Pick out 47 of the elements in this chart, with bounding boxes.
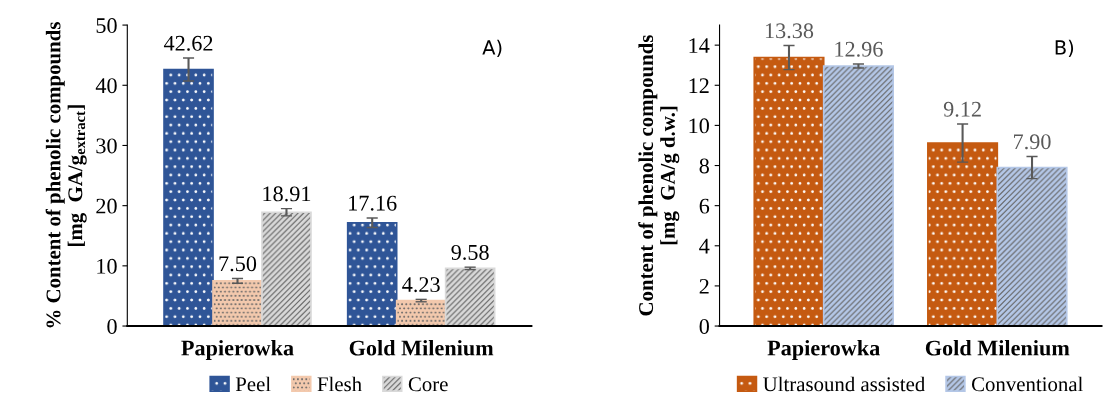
legend-label: Core (408, 377, 448, 392)
y-tick-label: 50 (96, 18, 117, 34)
y-tick-label: 12 (689, 78, 709, 93)
legend-label: Peel (235, 376, 271, 392)
x-tick-label: Papierowka (181, 339, 294, 361)
y-tick-label: 20 (96, 198, 117, 214)
bar (163, 68, 214, 327)
bar (927, 142, 999, 327)
y-tick-label: 14 (689, 38, 710, 53)
y-tick-label: 30 (96, 138, 117, 154)
y-tick-label: 4 (699, 238, 710, 254)
data-label: 12.96 (835, 41, 883, 57)
y-tick-label: 0 (107, 318, 117, 334)
bar (444, 267, 496, 327)
data-label: 7.50 (219, 256, 257, 272)
y-tick-label: 0 (699, 318, 709, 334)
y-tick-label: 8 (699, 158, 709, 174)
x-tick-label: Gold Milenium (349, 339, 494, 356)
bar (822, 65, 894, 327)
y-axis-title: % Content of phenolic compounds [mg GA/g$_{extract}$] (45, 22, 87, 328)
y-tick-label: 6 (699, 198, 710, 214)
x-tick-label: Papierowka (767, 339, 880, 361)
bar (753, 56, 825, 327)
y-axis-title: Content of phenolic compounds [mg GA/g d.w.] (638, 35, 680, 316)
bar (261, 211, 312, 327)
bar (212, 280, 263, 327)
data-label: 4.23 (402, 277, 440, 293)
data-label: 13.38 (765, 23, 814, 39)
annotation: A) (482, 39, 502, 58)
bar (395, 299, 447, 327)
legend-label: Conventional (971, 376, 1083, 392)
y-tick-label: 10 (97, 258, 117, 274)
data-label: 7.90 (1014, 134, 1051, 150)
x-tick-label: Gold Milenium (925, 339, 1070, 356)
y-tick-label: 40 (95, 78, 117, 94)
legend-label: Ultrasound assisted (763, 376, 925, 392)
y-tick-label: 10 (689, 118, 709, 134)
data-label: 42.62 (163, 35, 213, 51)
data-label: 9.58 (451, 244, 489, 260)
data-label: 9.12 (943, 101, 981, 117)
bar (996, 166, 1068, 327)
legend-label: Flesh (317, 376, 362, 392)
annotation: B) (1055, 39, 1074, 58)
data-label: 18.91 (263, 186, 311, 202)
bar (346, 221, 398, 327)
y-tick-label: 2 (699, 278, 709, 294)
data-label: 17.16 (349, 195, 397, 211)
